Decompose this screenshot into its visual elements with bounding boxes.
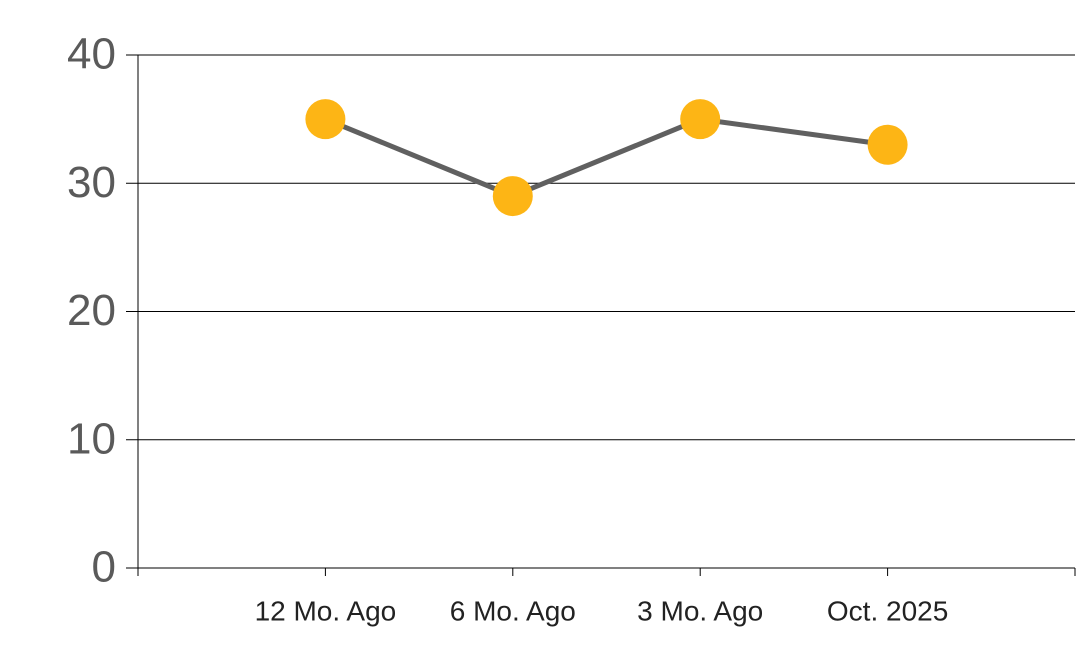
x-tick-label: 3 Mo. Ago: [637, 595, 763, 626]
marker: [867, 124, 908, 165]
x-tick-label: 12 Mo. Ago: [255, 595, 397, 626]
x-tick-label: 6 Mo. Ago: [450, 595, 576, 626]
y-tick-label: 10: [67, 414, 116, 463]
x-tick-label: Oct. 2025: [827, 595, 948, 626]
marker: [492, 176, 533, 217]
y-tick-label: 30: [67, 158, 116, 207]
y-tick-label: 40: [67, 30, 116, 79]
marker: [680, 99, 721, 140]
y-tick-label: 20: [67, 286, 116, 335]
line: [324, 116, 888, 199]
marker: [305, 99, 346, 140]
y-tick-label: 0: [92, 543, 116, 592]
